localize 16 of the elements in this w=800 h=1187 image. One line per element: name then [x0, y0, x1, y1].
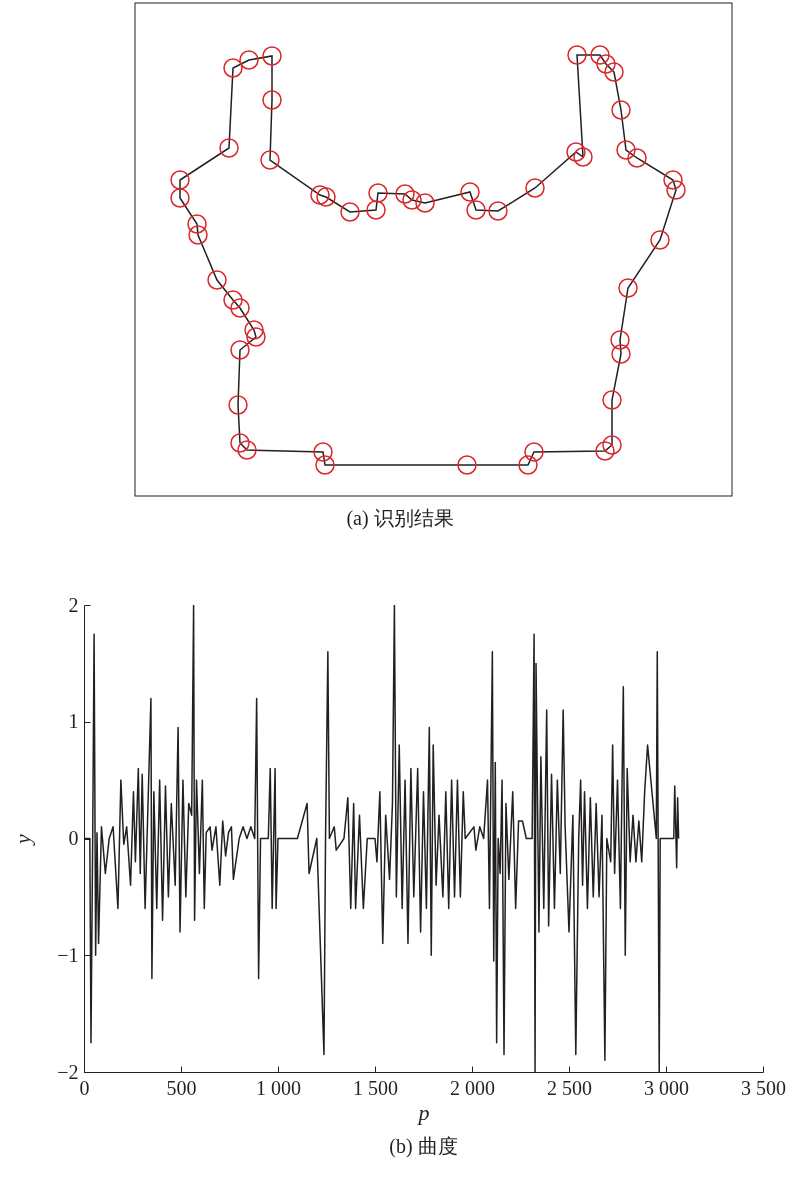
- x-tick-label: 2 000: [450, 1076, 495, 1099]
- y-axis-title: y: [10, 833, 36, 846]
- x-axis-title: p: [416, 1099, 430, 1125]
- text: (a) 识别结果: [345, 506, 455, 532]
- x-tick-label: 3 000: [644, 1076, 689, 1099]
- x-tick-label: 2 500: [547, 1076, 592, 1099]
- y-tick-label: 2: [68, 593, 79, 616]
- text: (b) 曲度: [389, 1135, 458, 1158]
- y-tick-label: −2: [57, 1060, 79, 1083]
- x-tick-label: 1 500: [353, 1076, 398, 1099]
- y-tick-label: −1: [57, 943, 79, 966]
- x-tick-label: 1 000: [256, 1076, 301, 1099]
- x-tick-label: 500: [166, 1076, 197, 1099]
- x-tick-label: 3 500: [741, 1076, 786, 1099]
- y-tick-label: 0: [68, 827, 79, 849]
- y-tick-label: 1: [68, 710, 79, 733]
